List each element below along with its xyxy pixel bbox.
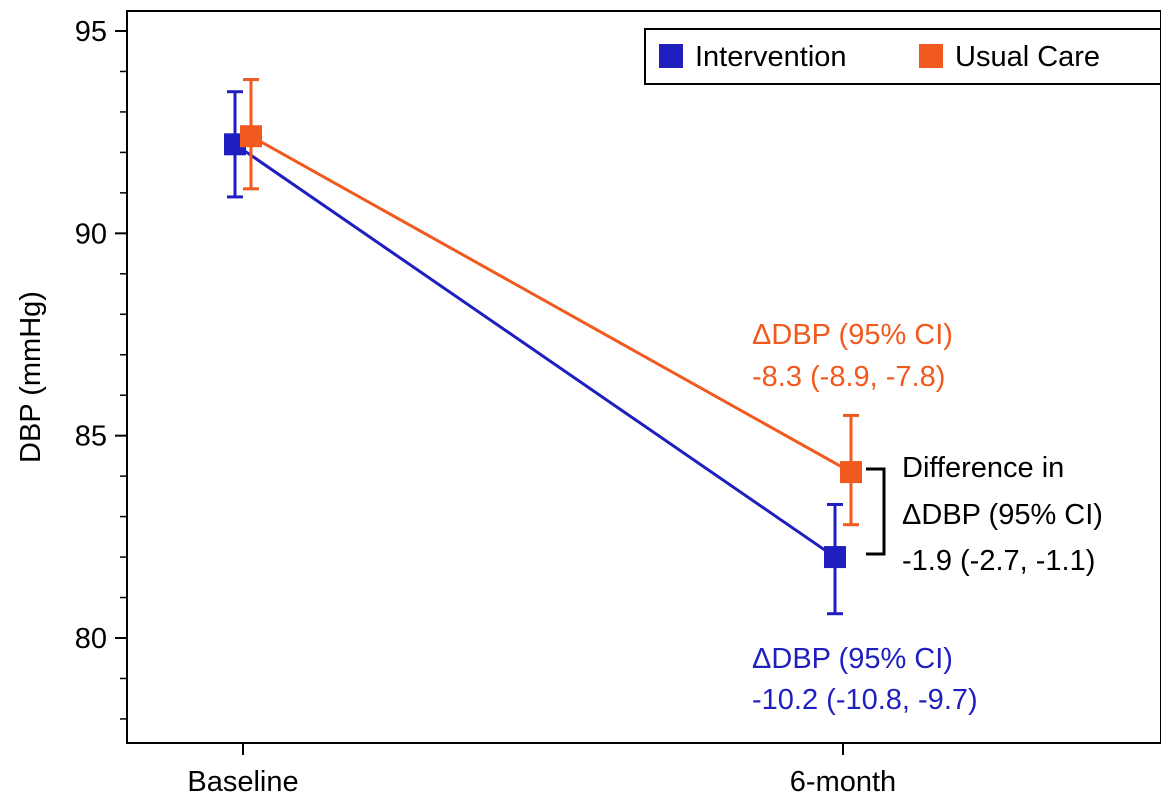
legend-swatch-usual-care (919, 44, 943, 68)
annotation-intervention-delta-label: ΔDBP (95% CI) (752, 643, 953, 675)
series-markers (224, 78, 862, 616)
annotation-intervention-delta-value: -10.2 (-10.8, -9.7) (752, 684, 978, 716)
series-line-intervention (234, 143, 836, 559)
series-layer (224, 78, 862, 616)
x-tick-label-0: Baseline (187, 766, 298, 798)
x-tick-label-1: 6-month (790, 766, 896, 798)
y-tick-label-80: 80 (75, 623, 107, 655)
y-tick-label-85: 85 (75, 421, 107, 453)
annotation-difference-line1: Difference in (902, 452, 1064, 484)
annotation-difference-line2: ΔDBP (95% CI) (902, 499, 1103, 531)
y-axis: 80 85 90 95 (75, 16, 127, 720)
x-axis: Baseline 6-month (187, 743, 896, 798)
y-axis-title: DBP (mmHg) (15, 291, 47, 463)
annotation-usual-care-delta-value: -8.3 (-8.9, -7.8) (752, 361, 945, 393)
difference-bracket (866, 467, 886, 556)
point-usual-care-0 (240, 125, 262, 148)
y-tick-label-95: 95 (75, 16, 107, 48)
legend-swatch-intervention (659, 44, 683, 68)
annotation-usual-care-delta-label: ΔDBP (95% CI) (752, 319, 953, 351)
legend-label-usual-care: Usual Care (955, 41, 1100, 73)
point-usual-care-1 (840, 461, 862, 484)
legend: Intervention Usual Care (644, 28, 1161, 85)
series-line-usual-care (250, 134, 852, 474)
legend-label-intervention: Intervention (695, 41, 847, 73)
point-intervention-1 (824, 546, 846, 569)
y-tick-label-90: 90 (75, 218, 107, 250)
annotation-difference-line3: -1.9 (-2.7, -1.1) (902, 545, 1095, 577)
legend-box (644, 28, 1161, 85)
plot-frame (126, 10, 1161, 744)
series-lines (234, 134, 852, 559)
